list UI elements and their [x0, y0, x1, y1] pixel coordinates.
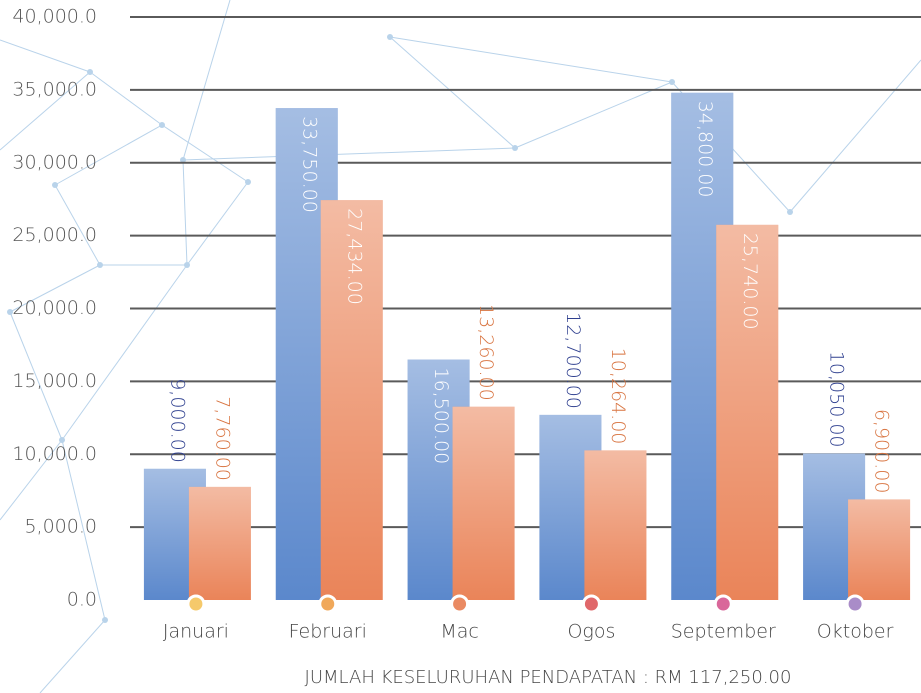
category-dot: [713, 594, 733, 614]
category-dot: [450, 594, 470, 614]
y-tick-label: 35,000.0: [12, 78, 97, 100]
bar-shine: [188, 486, 251, 600]
value-label: 6,900.00: [871, 409, 893, 494]
category-dot: [318, 594, 338, 614]
footer-total: JUMLAH KESELURUHAN PENDAPATAN : RM 117,2…: [305, 667, 792, 688]
y-tick-label: 10,000.0: [12, 443, 97, 465]
y-tick-label: 25,000.0: [12, 224, 97, 246]
y-tick-label: 40,000.0: [12, 6, 97, 28]
value-label: 10,264.00: [607, 348, 629, 445]
value-label: 16,500.00: [430, 368, 452, 465]
y-tick-label: 20,000.0: [12, 297, 97, 319]
value-label: 7,760.00: [211, 396, 233, 481]
y-tick-label: 30,000.0: [12, 151, 97, 173]
value-label: 34,800.00: [694, 101, 716, 198]
value-label: 33,750.00: [298, 116, 320, 213]
x-tick-label: Oktober: [817, 621, 894, 643]
category-dot: [186, 594, 206, 614]
x-tick-label: Mac: [440, 621, 478, 643]
value-label: 27,434.00: [343, 208, 365, 305]
value-label: 13,260.00: [475, 304, 497, 401]
value-label: 9,000.00: [166, 378, 188, 463]
value-label: 12,700.00: [562, 312, 584, 409]
value-label: 25,740.00: [739, 233, 761, 330]
bar-shine: [848, 499, 911, 600]
category-dot: [581, 594, 601, 614]
x-tick-label: Januari: [163, 621, 229, 643]
value-label: 10,050.00: [826, 351, 848, 448]
bar-shine: [320, 200, 383, 600]
category-dot: [845, 594, 865, 614]
x-tick-label: September: [671, 621, 776, 643]
x-tick-label: Februari: [289, 621, 367, 643]
y-tick-label: 5,000.0: [24, 516, 97, 538]
y-tick-label: 15,000.0: [12, 370, 97, 392]
y-tick-label: 0.0: [67, 589, 97, 611]
bar-shine: [452, 406, 515, 600]
x-tick-label: Ogos: [567, 621, 615, 643]
bar-shine: [716, 224, 779, 601]
bar-shine: [584, 450, 647, 600]
